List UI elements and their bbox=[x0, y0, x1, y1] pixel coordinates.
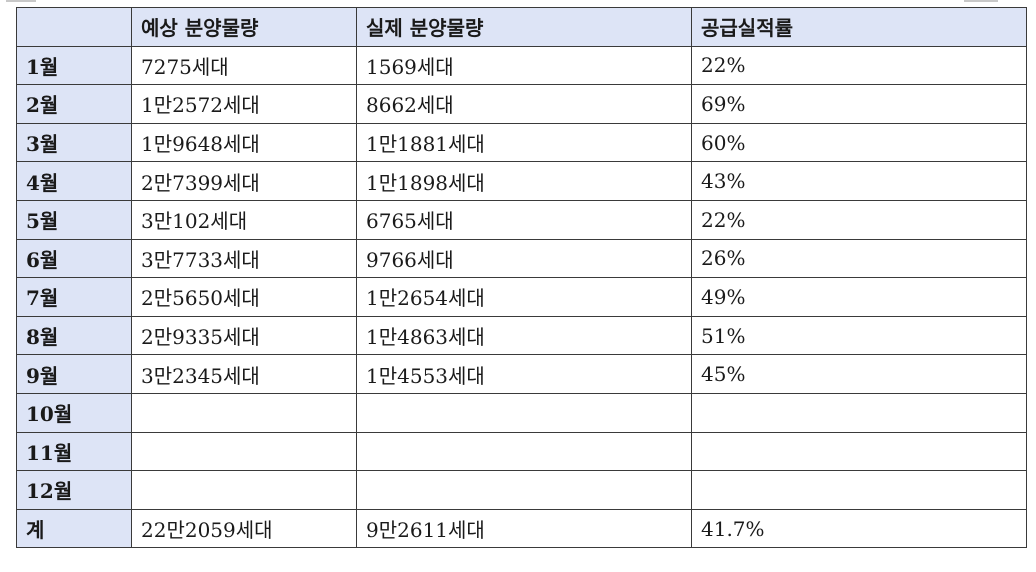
supply-rate-cell bbox=[691, 470, 1027, 510]
table-row: 11월 bbox=[16, 431, 1027, 472]
expected-supply-cell: 2만7399세대 bbox=[131, 161, 357, 201]
table-header: 예상 분양물량 실제 분양물량 공급실적률 bbox=[16, 7, 1027, 47]
table-row: 9월 3만2345세대 1만4553세대 45% bbox=[16, 354, 1027, 394]
actual-supply-cell: 1만4863세대 bbox=[356, 315, 692, 356]
actual-supply-cell bbox=[356, 431, 692, 472]
month-cell: 8월 bbox=[16, 315, 132, 356]
table-row: 6월 3만7733세대 9766세대 26% bbox=[16, 238, 1027, 279]
supply-rate-cell: 22% bbox=[691, 199, 1027, 240]
table-body: 1월 7275세대 1569세대 22% 2월 1만2572세대 8662세대 69% 3월 1만… bbox=[16, 45, 1027, 549]
expected-supply-cell bbox=[131, 431, 357, 472]
actual-supply-cell bbox=[356, 470, 692, 510]
table-row: 계 22만2059세대 9만2611세대 41.7% bbox=[16, 508, 1027, 549]
actual-supply-cell: 9만2611세대 bbox=[356, 508, 692, 549]
actual-supply-cell: 1만1881세대 bbox=[356, 122, 692, 163]
actual-supply-cell: 1만1898세대 bbox=[356, 161, 692, 201]
table-row: 4월 2만7399세대 1만1898세대 43% bbox=[16, 161, 1027, 201]
supply-rate-cell: 26% bbox=[691, 238, 1027, 279]
supply-rate-cell bbox=[691, 431, 1027, 472]
table-row: 3월 1만9648세대 1만1881세대 60% bbox=[16, 122, 1027, 163]
actual-supply-cell bbox=[356, 392, 692, 433]
header-cell-actual-supply: 실제 분양물량 bbox=[356, 7, 692, 47]
supply-rate-cell: 22% bbox=[691, 45, 1027, 86]
expected-supply-cell: 1만9648세대 bbox=[131, 122, 357, 163]
supply-rate-cell: 41.7% bbox=[691, 508, 1027, 549]
actual-supply-cell: 1569세대 bbox=[356, 45, 692, 86]
table-row: 10월 bbox=[16, 392, 1027, 433]
month-cell: 2월 bbox=[16, 84, 132, 124]
expected-supply-cell: 2만9335세대 bbox=[131, 315, 357, 356]
expected-supply-cell: 3만7733세대 bbox=[131, 238, 357, 279]
header-cell-corner bbox=[16, 7, 132, 47]
month-cell: 4월 bbox=[16, 161, 132, 201]
expected-supply-cell: 22만2059세대 bbox=[131, 508, 357, 549]
month-cell: 11월 bbox=[16, 431, 132, 472]
header-cell-expected-supply: 예상 분양물량 bbox=[131, 7, 357, 47]
expected-supply-cell bbox=[131, 392, 357, 433]
header-row: 예상 분양물량 실제 분양물량 공급실적률 bbox=[16, 7, 1027, 47]
expected-supply-cell bbox=[131, 470, 357, 510]
expected-supply-cell: 3만2345세대 bbox=[131, 354, 357, 394]
presale-supply-table: 예상 분양물량 실제 분양물량 공급실적률 1월 7275세대 1569세대 22% 2… bbox=[16, 7, 1027, 549]
actual-supply-cell: 9766세대 bbox=[356, 238, 692, 279]
table-row: 2월 1만2572세대 8662세대 69% bbox=[16, 84, 1027, 124]
month-cell: 계 bbox=[16, 508, 132, 549]
expected-supply-cell: 1만2572세대 bbox=[131, 84, 357, 124]
month-cell: 12월 bbox=[16, 470, 132, 510]
table-row: 7월 2만5650세대 1만2654세대 49% bbox=[16, 277, 1027, 317]
table-row: 1월 7275세대 1569세대 22% bbox=[16, 45, 1027, 86]
table-row: 8월 2만9335세대 1만4863세대 51% bbox=[16, 315, 1027, 356]
supply-rate-cell: 51% bbox=[691, 315, 1027, 356]
month-cell: 10월 bbox=[16, 392, 132, 433]
supply-rate-cell: 60% bbox=[691, 122, 1027, 163]
top-left-edge-mark bbox=[6, 0, 36, 2]
supply-rate-cell: 69% bbox=[691, 84, 1027, 124]
expected-supply-cell: 7275세대 bbox=[131, 45, 357, 86]
month-cell: 6월 bbox=[16, 238, 132, 279]
supply-rate-cell: 43% bbox=[691, 161, 1027, 201]
month-cell: 3월 bbox=[16, 122, 132, 163]
month-cell: 1월 bbox=[16, 45, 132, 86]
month-cell: 9월 bbox=[16, 354, 132, 394]
supply-rate-cell bbox=[691, 392, 1027, 433]
top-right-edge-mark bbox=[964, 0, 998, 2]
header-cell-supply-rate: 공급실적률 bbox=[691, 7, 1027, 47]
month-cell: 7월 bbox=[16, 277, 132, 317]
table-row: 12월 bbox=[16, 470, 1027, 510]
actual-supply-cell: 8662세대 bbox=[356, 84, 692, 124]
expected-supply-cell: 3만102세대 bbox=[131, 199, 357, 240]
supply-rate-cell: 49% bbox=[691, 277, 1027, 317]
actual-supply-cell: 6765세대 bbox=[356, 199, 692, 240]
month-cell: 5월 bbox=[16, 199, 132, 240]
supply-rate-cell: 45% bbox=[691, 354, 1027, 394]
table-row: 5월 3만102세대 6765세대 22% bbox=[16, 199, 1027, 240]
expected-supply-cell: 2만5650세대 bbox=[131, 277, 357, 317]
actual-supply-cell: 1만2654세대 bbox=[356, 277, 692, 317]
actual-supply-cell: 1만4553세대 bbox=[356, 354, 692, 394]
